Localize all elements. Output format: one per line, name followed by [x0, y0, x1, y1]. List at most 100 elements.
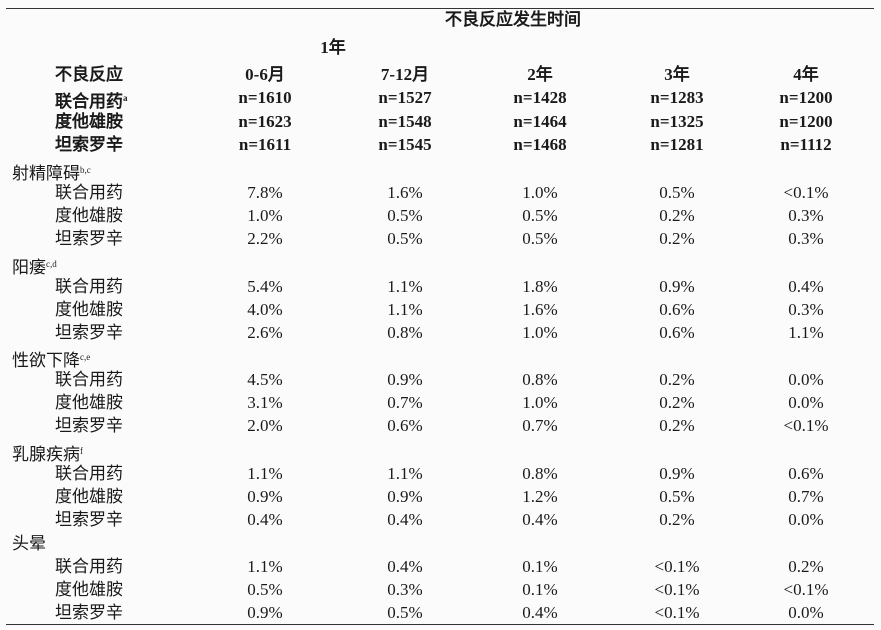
- cell: 1.1%: [788, 322, 824, 342]
- cell: 0.8%: [522, 463, 558, 483]
- cell: 3.1%: [247, 393, 283, 412]
- row-label: 度他雄胺: [55, 580, 123, 599]
- cell: 0.5%: [247, 580, 283, 599]
- row-label: 坦索罗辛: [55, 229, 123, 248]
- cell: 0.0%: [788, 509, 824, 529]
- row-label: 坦索罗辛: [55, 509, 123, 529]
- cell: 1.0%: [522, 183, 558, 202]
- cell: 1.1%: [387, 276, 423, 296]
- header-span: 1年: [320, 38, 346, 57]
- row-label: 联合用药: [55, 183, 123, 202]
- group-label: 射精障碍b,c: [12, 164, 91, 183]
- footnote-mark: b,c: [80, 165, 91, 175]
- cell: 0.5%: [659, 183, 695, 202]
- cell: <0.1%: [654, 557, 700, 576]
- cell: 0.9%: [387, 370, 423, 389]
- n-cell: n=1283: [650, 88, 704, 107]
- cell: 0.9%: [659, 463, 695, 483]
- n-row-label: 坦索罗辛: [55, 135, 123, 154]
- n-cell: n=1610: [238, 88, 292, 107]
- cell: 0.6%: [788, 463, 824, 483]
- n-cell: n=1112: [780, 135, 832, 154]
- cell: 1.8%: [522, 276, 558, 296]
- column-header: 2年: [527, 65, 553, 84]
- cell: <0.1%: [783, 416, 829, 435]
- cell: 1.1%: [387, 463, 423, 483]
- cell: 0.2%: [659, 416, 695, 435]
- cell: 0.3%: [788, 206, 824, 225]
- cell: 0.3%: [387, 580, 423, 599]
- cell: 2.2%: [247, 229, 283, 248]
- column-header: 0-6月: [245, 65, 285, 84]
- cell: 1.1%: [247, 557, 283, 576]
- n-cell: n=1200: [779, 111, 833, 131]
- n-cell: n=1545: [378, 135, 432, 154]
- n-cell: n=1623: [238, 111, 292, 131]
- column-header: 4年: [793, 65, 819, 84]
- cell: 0.3%: [788, 299, 824, 319]
- cell: 0.4%: [387, 509, 423, 529]
- cell: 0.6%: [387, 416, 423, 435]
- row-label: 坦索罗辛: [55, 603, 123, 622]
- cell: 0.4%: [522, 509, 558, 529]
- cell: 0.0%: [788, 370, 824, 389]
- group-label: 性欲下降c,e: [12, 351, 91, 370]
- n-cell: n=1325: [650, 111, 704, 131]
- footnote-mark: c,d: [46, 258, 57, 269]
- cell: 0.9%: [659, 276, 695, 296]
- cell: 2.6%: [247, 322, 283, 342]
- row-label: 度他雄胺: [55, 486, 123, 506]
- cell: 0.2%: [659, 370, 695, 389]
- cell: 1.0%: [247, 206, 283, 225]
- bottom-rule: [6, 624, 874, 625]
- n-cell: n=1281: [650, 135, 704, 154]
- cell: <0.1%: [783, 580, 829, 599]
- cell: 5.4%: [247, 276, 283, 296]
- column-header: 不良反应: [55, 65, 123, 84]
- footnote-mark: a: [123, 93, 128, 103]
- n-cell: n=1464: [513, 111, 567, 131]
- cell: 1.1%: [387, 299, 423, 319]
- n-cell: n=1200: [779, 88, 833, 107]
- cell: <0.1%: [654, 603, 700, 622]
- cell: 0.3%: [788, 229, 824, 248]
- header-title: 不良反应发生时间: [445, 10, 581, 29]
- n-row-label: 联合用药a: [55, 92, 128, 111]
- row-label: 度他雄胺: [55, 206, 123, 225]
- footnote-mark: f: [80, 445, 83, 456]
- cell: 0.1%: [522, 580, 558, 599]
- cell: 1.1%: [247, 463, 283, 483]
- cell: 0.8%: [522, 370, 558, 389]
- cell: 0.2%: [659, 229, 695, 248]
- cell: 4.0%: [247, 299, 283, 319]
- cell: 2.0%: [247, 416, 283, 435]
- row-label: 坦索罗辛: [55, 322, 123, 342]
- cell: 7.8%: [247, 183, 283, 202]
- cell: 4.5%: [247, 370, 283, 389]
- cell: 0.4%: [522, 603, 558, 622]
- n-cell: n=1527: [378, 88, 432, 107]
- cell: 0.5%: [387, 229, 423, 248]
- cell: 0.9%: [247, 486, 283, 506]
- group-label: 阳痿c,d: [12, 257, 57, 277]
- cell: 0.4%: [247, 509, 283, 529]
- cell: 0.1%: [522, 557, 558, 576]
- row-label: 度他雄胺: [55, 299, 123, 319]
- cell: 0.2%: [659, 393, 695, 412]
- cell: 0.0%: [788, 393, 824, 412]
- cell: 0.5%: [659, 486, 695, 506]
- cell: <0.1%: [783, 183, 829, 202]
- cell: 0.5%: [522, 229, 558, 248]
- footnote-mark: c,e: [80, 352, 91, 362]
- cell: 0.2%: [788, 557, 824, 576]
- cell: 0.2%: [659, 509, 695, 529]
- cell: 0.6%: [659, 299, 695, 319]
- column-header: 7-12月: [380, 65, 430, 84]
- cell: 0.4%: [788, 276, 824, 296]
- cell: 0.0%: [788, 603, 824, 622]
- cell: 1.2%: [522, 486, 558, 506]
- row-label: 联合用药: [55, 276, 123, 296]
- cell: 0.8%: [387, 322, 423, 342]
- cell: 0.9%: [387, 486, 423, 506]
